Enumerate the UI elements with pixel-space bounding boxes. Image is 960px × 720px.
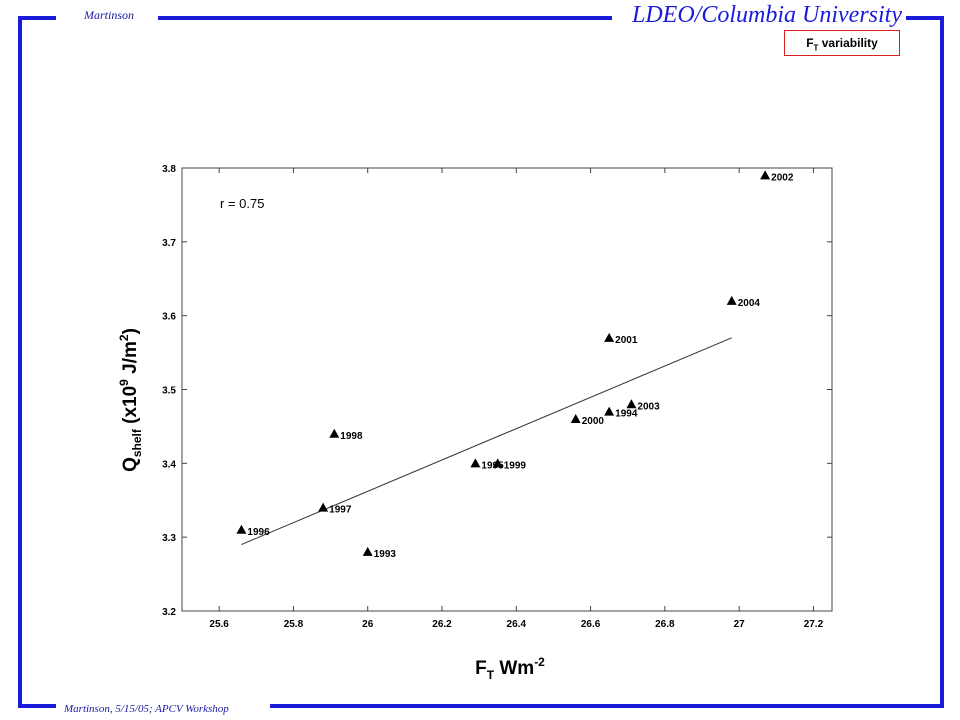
y-tick-label: 3.7 xyxy=(162,238,176,249)
y-axis: 3.2 3.3 3.4 3.5 3.6 3.7 3.8 xyxy=(162,164,832,618)
frame-border xyxy=(158,16,612,20)
data-point-label: 1998 xyxy=(340,431,363,442)
y-tick-label: 3.2 xyxy=(162,607,176,618)
y-tick-label: 3.8 xyxy=(162,164,176,175)
frame-border xyxy=(18,704,56,708)
y-tick-label: 3.6 xyxy=(162,312,176,323)
data-point-marker xyxy=(362,546,373,556)
footer-text: Martinson, 5/15/05; APCV Workshop xyxy=(64,703,229,715)
data-point-label: 1993 xyxy=(374,549,397,560)
x-tick-label: 26.2 xyxy=(432,619,452,630)
badge-text-rest: variability xyxy=(818,36,878,50)
data-point-marker xyxy=(470,458,481,468)
data-point-label: 1997 xyxy=(329,505,352,516)
frame-border xyxy=(940,16,944,708)
y-tick-label: 3.3 xyxy=(162,533,176,544)
x-axis-label: FT Wm-2 xyxy=(475,655,545,682)
data-point-marker xyxy=(760,170,771,180)
data-point-label: 1994 xyxy=(615,409,638,420)
frame-border xyxy=(18,16,56,20)
x-tick-label: 26.8 xyxy=(655,619,675,630)
plot-area xyxy=(181,167,833,612)
data-point-label: 2000 xyxy=(582,416,605,427)
data-point-marker xyxy=(726,295,737,305)
data-point-label: 2004 xyxy=(738,298,761,309)
institution-title: LDEO/Columbia University xyxy=(632,2,902,28)
x-tick-label: 27 xyxy=(734,619,746,630)
data-point-label: 2002 xyxy=(771,172,794,183)
data-point-label: 1999 xyxy=(504,460,527,471)
badge-text-sub: T xyxy=(813,43,819,53)
y-tick-label: 3.5 xyxy=(162,386,176,397)
data-point-label: 1995 xyxy=(481,460,504,471)
x-tick-label: 26.4 xyxy=(507,619,527,630)
y-tick-label: 3.4 xyxy=(162,459,176,470)
x-tick-label: 27.2 xyxy=(804,619,824,630)
correlation-annotation: r = 0.75 xyxy=(220,196,264,211)
author-name: Martinson xyxy=(83,8,134,22)
badge-text-main: F xyxy=(806,36,814,50)
x-tick-label: 26 xyxy=(362,619,374,630)
frame-border xyxy=(270,704,944,708)
x-tick-label: 25.6 xyxy=(209,619,229,630)
data-point-marker xyxy=(570,414,581,424)
frame-border xyxy=(18,16,22,708)
data-point-marker xyxy=(236,524,247,534)
data-point-marker xyxy=(492,458,503,468)
data-point-label: 1996 xyxy=(247,527,270,538)
x-axis: 25.6 25.8 26 26.2 26.4 26.6 26.8 27 27.2 xyxy=(209,168,824,630)
data-point-marker xyxy=(329,428,340,438)
frame-border xyxy=(906,16,944,20)
x-tick-label: 26.6 xyxy=(581,619,601,630)
topic-badge: FT variability xyxy=(784,30,900,56)
x-tick-label: 25.8 xyxy=(284,619,304,630)
data-point-marker xyxy=(626,399,637,409)
regression-line xyxy=(241,337,732,546)
data-point-marker xyxy=(604,406,615,416)
data-point-marker xyxy=(318,502,329,512)
data-point-label: 2001 xyxy=(615,335,638,346)
data-point-marker xyxy=(604,332,615,342)
data-point-label: 2003 xyxy=(637,401,660,412)
y-axis-label: Qshelf (x109 J/m2) xyxy=(117,328,144,472)
